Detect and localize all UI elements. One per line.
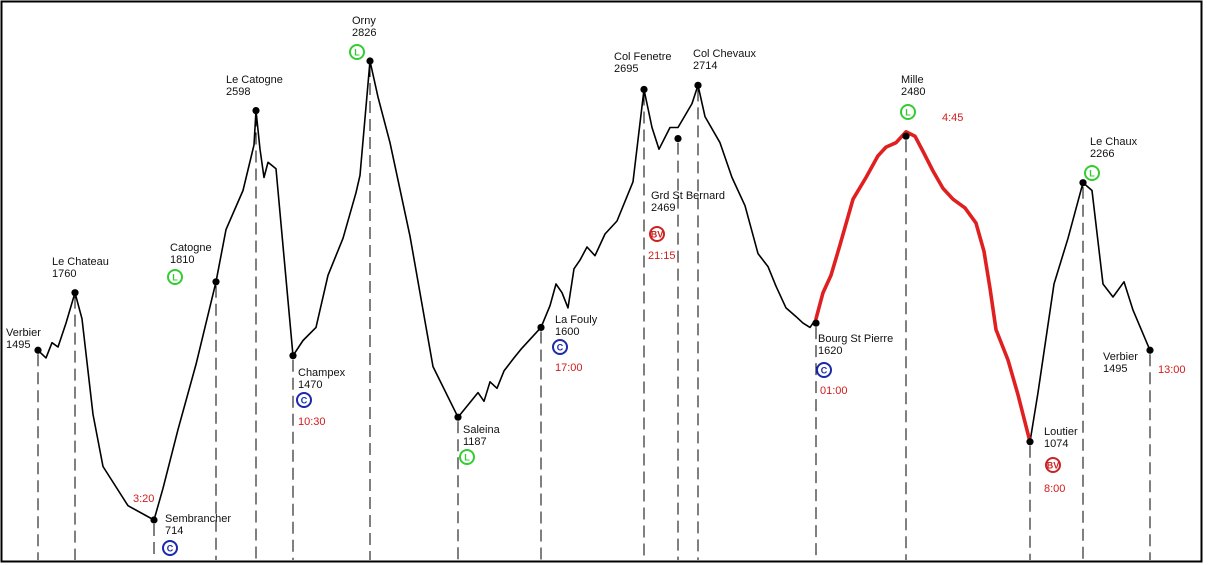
waypoint-marker [902, 132, 910, 140]
waypoint-marker [454, 413, 462, 421]
badge-letter: BV [1047, 460, 1060, 470]
badge-c-icon: C [552, 339, 568, 355]
waypoint-elevation-col-fenetre: 2695 [614, 63, 638, 75]
waypoint-time-grd-st-bernard: 21:15 [648, 250, 676, 262]
waypoint-marker [640, 85, 648, 94]
profile-layer [37, 60, 1151, 521]
waypoint-marker [674, 134, 682, 143]
badge-bv-icon: BV [1045, 457, 1061, 473]
badge-l-icon: L [900, 104, 916, 120]
waypoint-marker [1079, 179, 1087, 187]
waypoint-elevation-col-chevaux: 2714 [693, 60, 717, 72]
waypoint-time-sembrancher: 3:20 [133, 493, 154, 505]
badge-c-icon: C [816, 362, 832, 378]
waypoint-name-catogne: Catogne [170, 242, 212, 254]
waypoint-name-grd-st-bernard: Grd St Bernard [651, 190, 725, 202]
badge-c-icon: C [296, 392, 312, 408]
waypoint-elevation-grd-st-bernard: 2469 [651, 202, 675, 214]
waypoint-elevation-le-catogne: 2598 [226, 86, 250, 98]
badge-l-icon: L [167, 269, 183, 285]
waypoint-name-le-chaux: Le Chaux [1090, 136, 1138, 148]
waypoint-marker [537, 323, 545, 332]
badge-l-icon: L [1084, 165, 1100, 181]
drop-lines [37, 65, 1151, 560]
waypoint-marker [34, 346, 42, 354]
waypoint-marker [812, 319, 820, 327]
waypoint-marker [212, 278, 220, 286]
waypoint-name-mille: Mille [901, 74, 924, 86]
waypoint-name-verbier: Verbier [6, 327, 41, 339]
waypoint-elevation-orny: 2826 [352, 27, 376, 39]
badge-letter: BV [651, 229, 664, 239]
waypoint-time-bourg-st-pierre: 01:00 [820, 385, 848, 397]
waypoint-elevation-mille: 2480 [901, 86, 925, 98]
waypoint-elevation-le-chateau: 1760 [52, 268, 76, 280]
waypoint-time-verbier: 13:00 [1158, 364, 1186, 376]
waypoint-marker [71, 289, 79, 297]
waypoint-name-orny: Orny [352, 15, 376, 27]
badge-c-icon: C [162, 540, 178, 556]
badge-letter: L [172, 272, 178, 282]
waypoint-name-le-catogne: Le Catogne [226, 74, 283, 86]
waypoint-name-col-fenetre: Col Fenetre [614, 51, 671, 63]
badge-letter: L [354, 47, 360, 57]
waypoint-marker [1146, 346, 1154, 354]
waypoint-elevation-verbier: 1495 [6, 339, 30, 351]
badge-bv-icon: BV [649, 226, 665, 242]
waypoint-name-col-chevaux: Col Chevaux [693, 48, 756, 60]
waypoint-elevation-loutier: 1074 [1044, 438, 1068, 450]
waypoint-time-loutier: 8:00 [1044, 483, 1065, 495]
waypoint-marker [1026, 438, 1034, 446]
waypoint-name-bourg-st-pierre: Bourg St Pierre [818, 333, 893, 345]
badge-letter: C [167, 543, 174, 553]
waypoint-marker [289, 352, 297, 360]
waypoint-name-verbier: Verbier [1103, 351, 1138, 363]
waypoint-elevation-champex: 1470 [298, 379, 322, 391]
waypoint-name-le-chateau: Le Chateau [52, 256, 109, 268]
waypoint-elevation-saleina: 1187 [463, 436, 487, 448]
waypoint-elevation-sembrancher: 714 [165, 525, 183, 537]
badge-letter: L [464, 452, 470, 462]
waypoint-elevation-bourg-st-pierre: 1620 [818, 345, 842, 357]
badge-letter: C [301, 395, 308, 405]
badge-letter: C [821, 365, 828, 375]
badge-l-icon: L [349, 44, 365, 60]
waypoint-time-champex: 10:30 [298, 416, 326, 428]
badge-letter: L [905, 107, 911, 117]
badge-l-icon: L [459, 449, 475, 465]
waypoint-elevation-verbier: 1495 [1103, 363, 1127, 375]
waypoint-elevation-catogne: 1810 [170, 254, 194, 266]
waypoint-elevation-la-fouly: 1600 [555, 326, 579, 338]
waypoint-marker [150, 516, 158, 524]
waypoint-marker [252, 106, 260, 115]
waypoint-time-mille: 4:45 [942, 112, 963, 124]
waypoint-name-champex: Champex [298, 367, 346, 379]
waypoint-name-loutier: Loutier [1044, 426, 1078, 438]
waypoint-name-saleina: Saleina [463, 424, 501, 436]
waypoint-name-sembrancher: Sembrancher [165, 513, 231, 525]
highlighted-stage-line [814, 130, 1032, 444]
waypoint-time-la-fouly: 17:00 [555, 362, 583, 374]
waypoint-elevation-le-chaux: 2266 [1090, 148, 1114, 160]
badge-letter: L [1089, 168, 1095, 178]
waypoint-name-la-fouly: La Fouly [555, 314, 598, 326]
waypoint-marker [366, 57, 374, 65]
badge-letter: C [557, 342, 564, 352]
waypoint-marker [694, 81, 702, 89]
